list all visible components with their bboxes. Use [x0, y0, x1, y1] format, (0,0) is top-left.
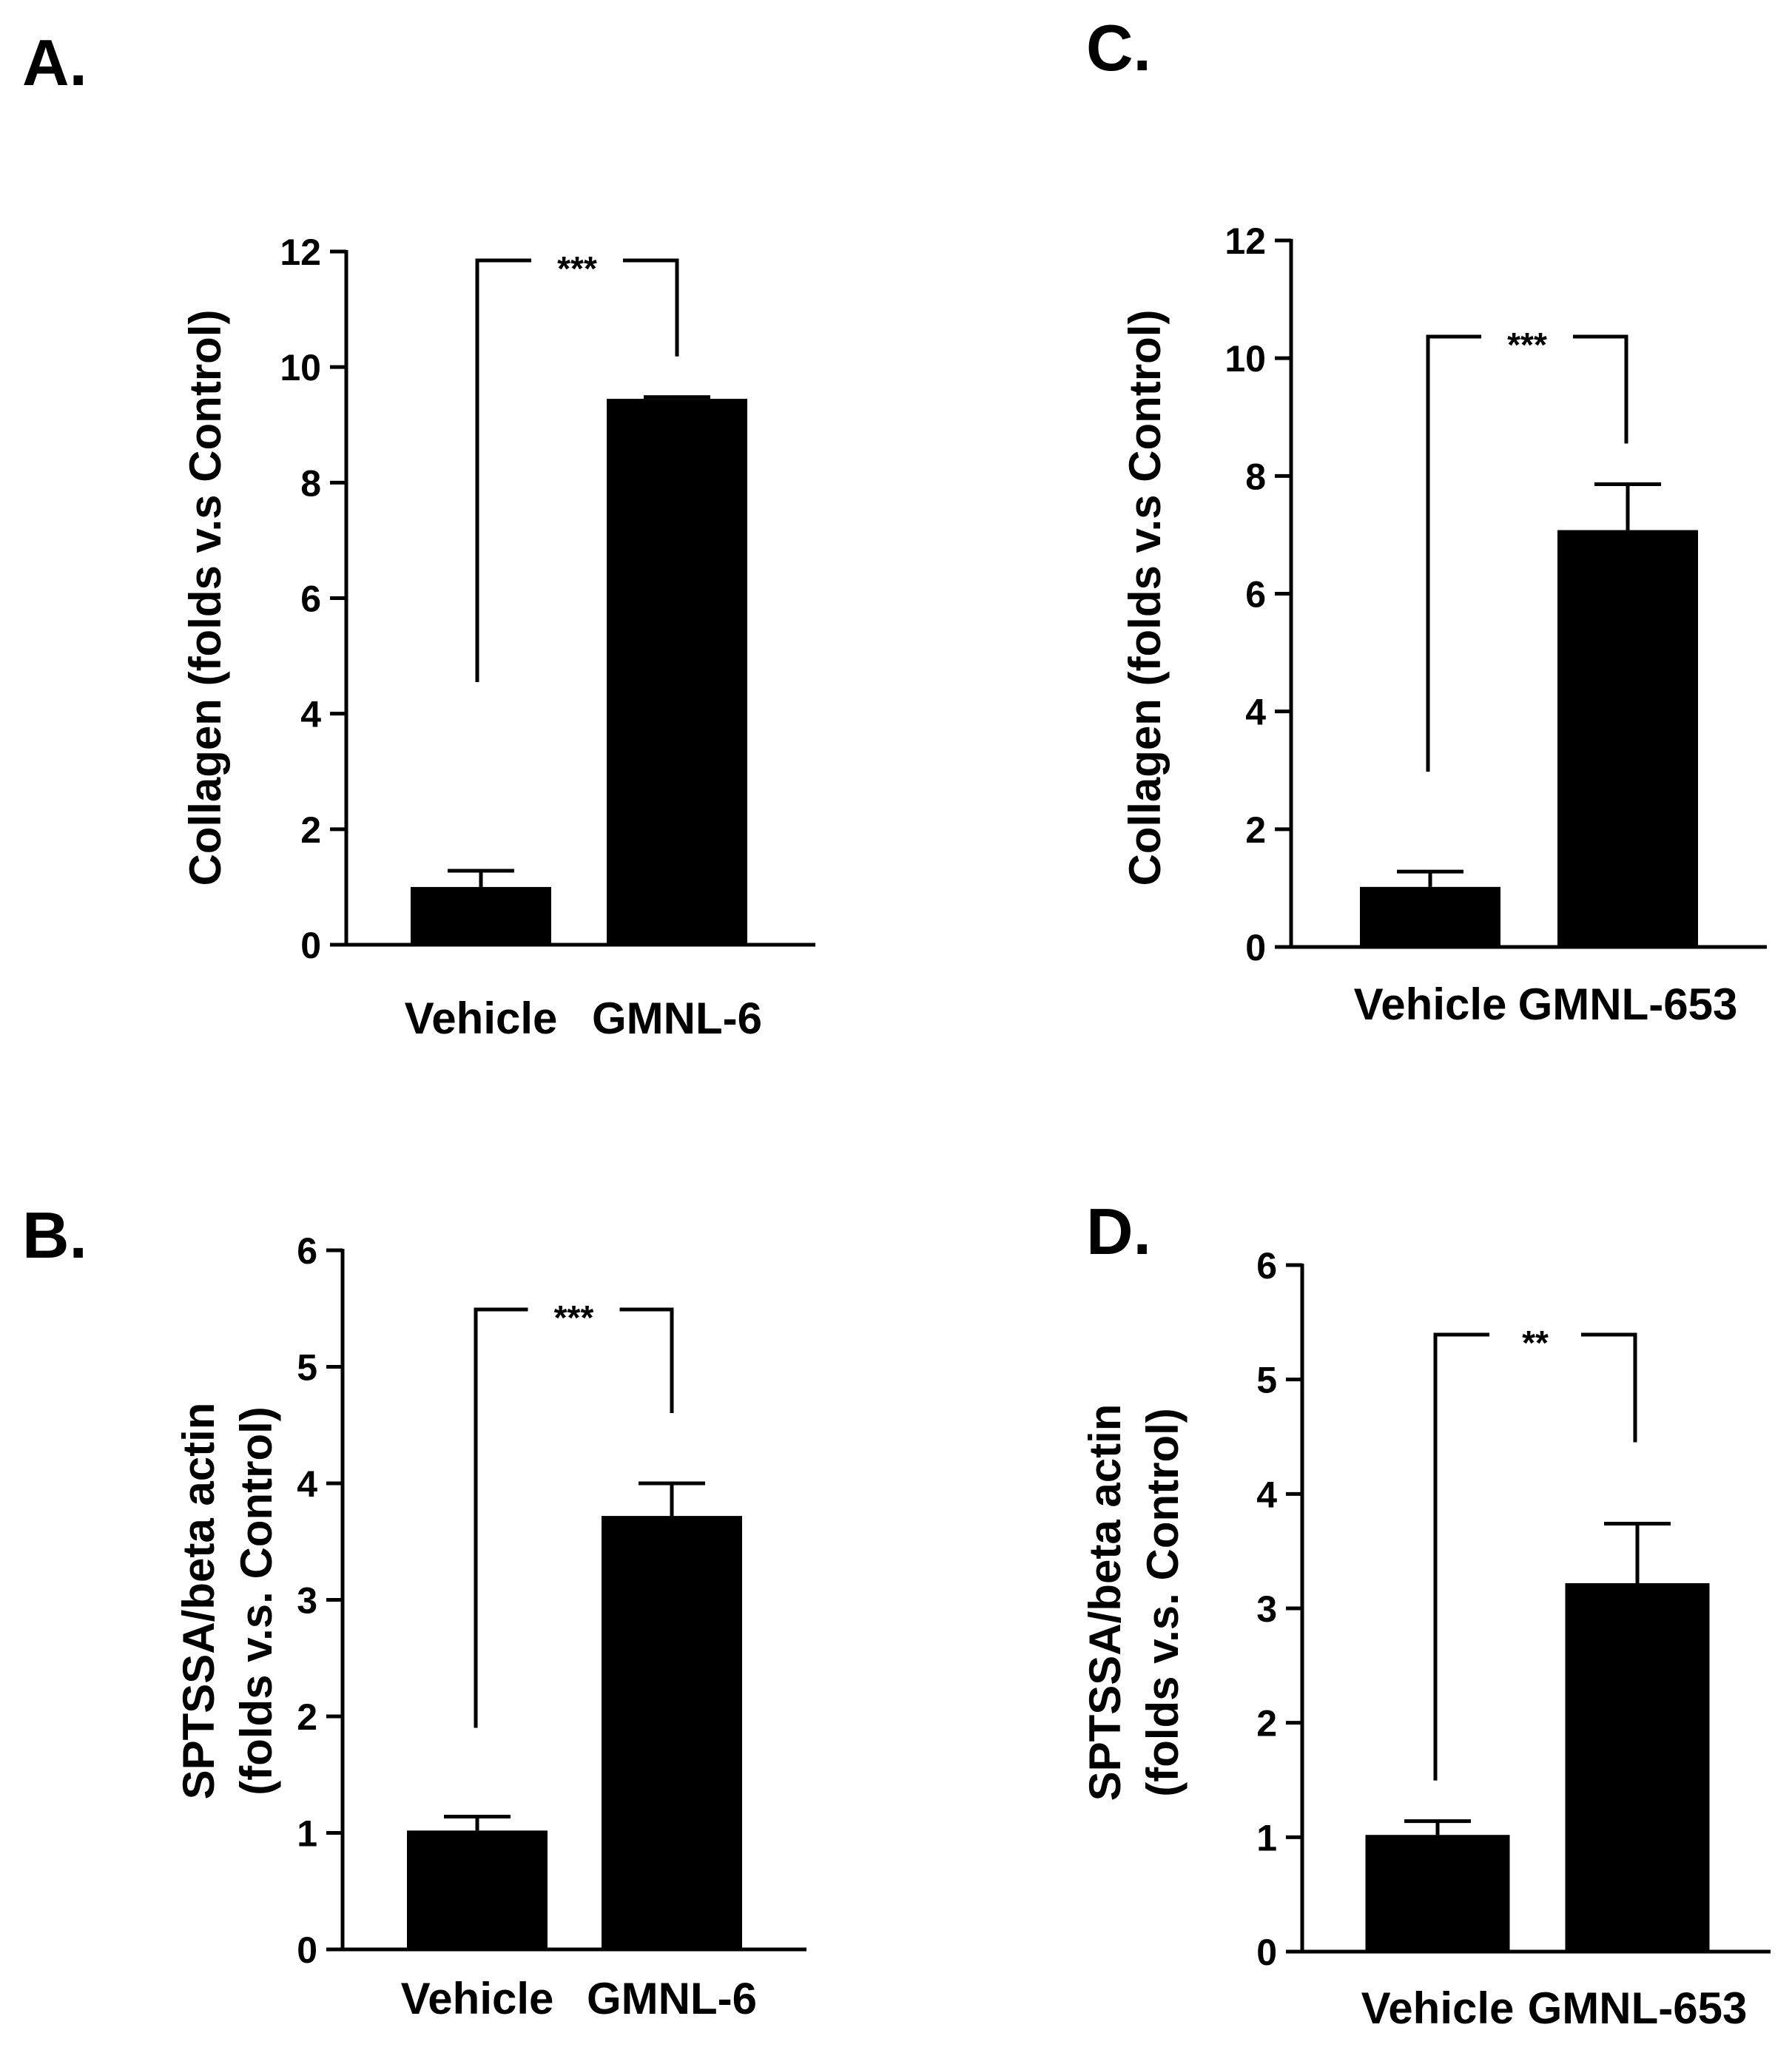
significance-gap [531, 246, 623, 275]
y-tick-label: 5 [297, 1347, 317, 1389]
y-tick-label: 8 [1245, 456, 1266, 497]
category-label: Vehicle [405, 994, 558, 1043]
chart-panel-4: D. 0 1 2 3 4 5 6 Vehicle GMNL-653 ** SPTSSA/beta ac… [1080, 1195, 1771, 2033]
chart-panel-3: C. 0 2 4 6 8 10 12 Vehicle GMNL-653 *** Collagen (f… [1086, 11, 1767, 1029]
y-tick-label: 4 [1245, 692, 1266, 733]
category-label: Vehicle [1361, 1983, 1515, 2033]
category-label: Vehicle [401, 1974, 554, 2023]
y-axis-title: SPTSSA/beta actin [1080, 1404, 1130, 1801]
significance-label: *** [1507, 326, 1547, 364]
y-tick-label: 8 [300, 462, 321, 504]
y-tick-label: 12 [1225, 220, 1266, 262]
significance-gap [1489, 1320, 1581, 1349]
y-axis-title: Collagen (folds v.s Control) [181, 310, 230, 886]
y-tick-label: 2 [297, 1696, 317, 1738]
category-label: Vehicle [1354, 980, 1507, 1029]
y-tick-label: 5 [1256, 1360, 1277, 1401]
bar-2 [1565, 1582, 1710, 1952]
y-tick-label: 6 [300, 579, 321, 620]
y-tick-label: 10 [1225, 338, 1266, 380]
y-tick-label: 4 [1256, 1474, 1277, 1515]
panel-label: C. [1086, 11, 1151, 84]
y-tick-label: 10 [280, 347, 321, 388]
y-axis-title: SPTSSA/beta actin [174, 1403, 223, 1800]
category-label: GMNL-653 [1528, 1983, 1748, 2033]
y-tick-label: 1 [297, 1813, 317, 1855]
y-tick-label: 0 [300, 925, 321, 966]
y-tick-label: 1 [1256, 1817, 1277, 1858]
category-label: GMNL-6 [587, 1974, 757, 2023]
bar-2 [1557, 530, 1698, 947]
significance-label: ** [1522, 1324, 1549, 1362]
y-axis-title: Collagen (folds v.s Control) [1120, 310, 1170, 886]
y-tick-label: 3 [297, 1580, 317, 1622]
y-tick-label: 0 [1256, 1932, 1277, 1973]
y-axis-title: (folds v.s. Control) [1138, 1408, 1188, 1797]
significance-gap [528, 1295, 620, 1324]
y-axis-title: (folds v.s. Control) [232, 1406, 281, 1796]
category-label: GMNL-653 [1518, 980, 1738, 1029]
panel-label: D. [1086, 1195, 1151, 1268]
bar-1 [411, 886, 551, 945]
significance-label: *** [554, 1298, 594, 1337]
y-tick-label: 0 [1245, 927, 1266, 968]
bar-1 [407, 1830, 548, 1949]
y-tick-label: 6 [297, 1230, 317, 1272]
y-tick-label: 6 [1245, 574, 1266, 616]
y-tick-label: 2 [1245, 809, 1266, 851]
y-tick-label: 2 [300, 809, 321, 851]
bar-2 [607, 399, 747, 945]
significance-label: *** [557, 249, 597, 288]
panel-label: B. [22, 1198, 87, 1272]
y-tick-label: 6 [1256, 1245, 1277, 1287]
y-tick-label: 3 [1256, 1588, 1277, 1630]
y-tick-label: 2 [1256, 1703, 1277, 1744]
significance-gap [1481, 322, 1573, 351]
y-tick-label: 0 [297, 1929, 317, 1971]
bar-2 [602, 1516, 742, 1949]
panel-label: A. [22, 26, 87, 99]
category-label: GMNL-6 [592, 994, 762, 1043]
chart-panel-1: A. 0 2 4 6 8 10 12 Vehicle GMNL-6 *** Collagen (fol… [22, 26, 815, 1043]
bar-1 [1360, 886, 1500, 947]
y-tick-label: 4 [297, 1463, 317, 1505]
chart-panel-2: B. 0 1 2 3 4 5 6 Vehicle GMNL-6 *** SPTSSA/beta act… [22, 1198, 806, 2023]
y-tick-label: 4 [300, 694, 321, 735]
bar-1 [1365, 1835, 1510, 1952]
y-tick-label: 12 [280, 232, 321, 273]
